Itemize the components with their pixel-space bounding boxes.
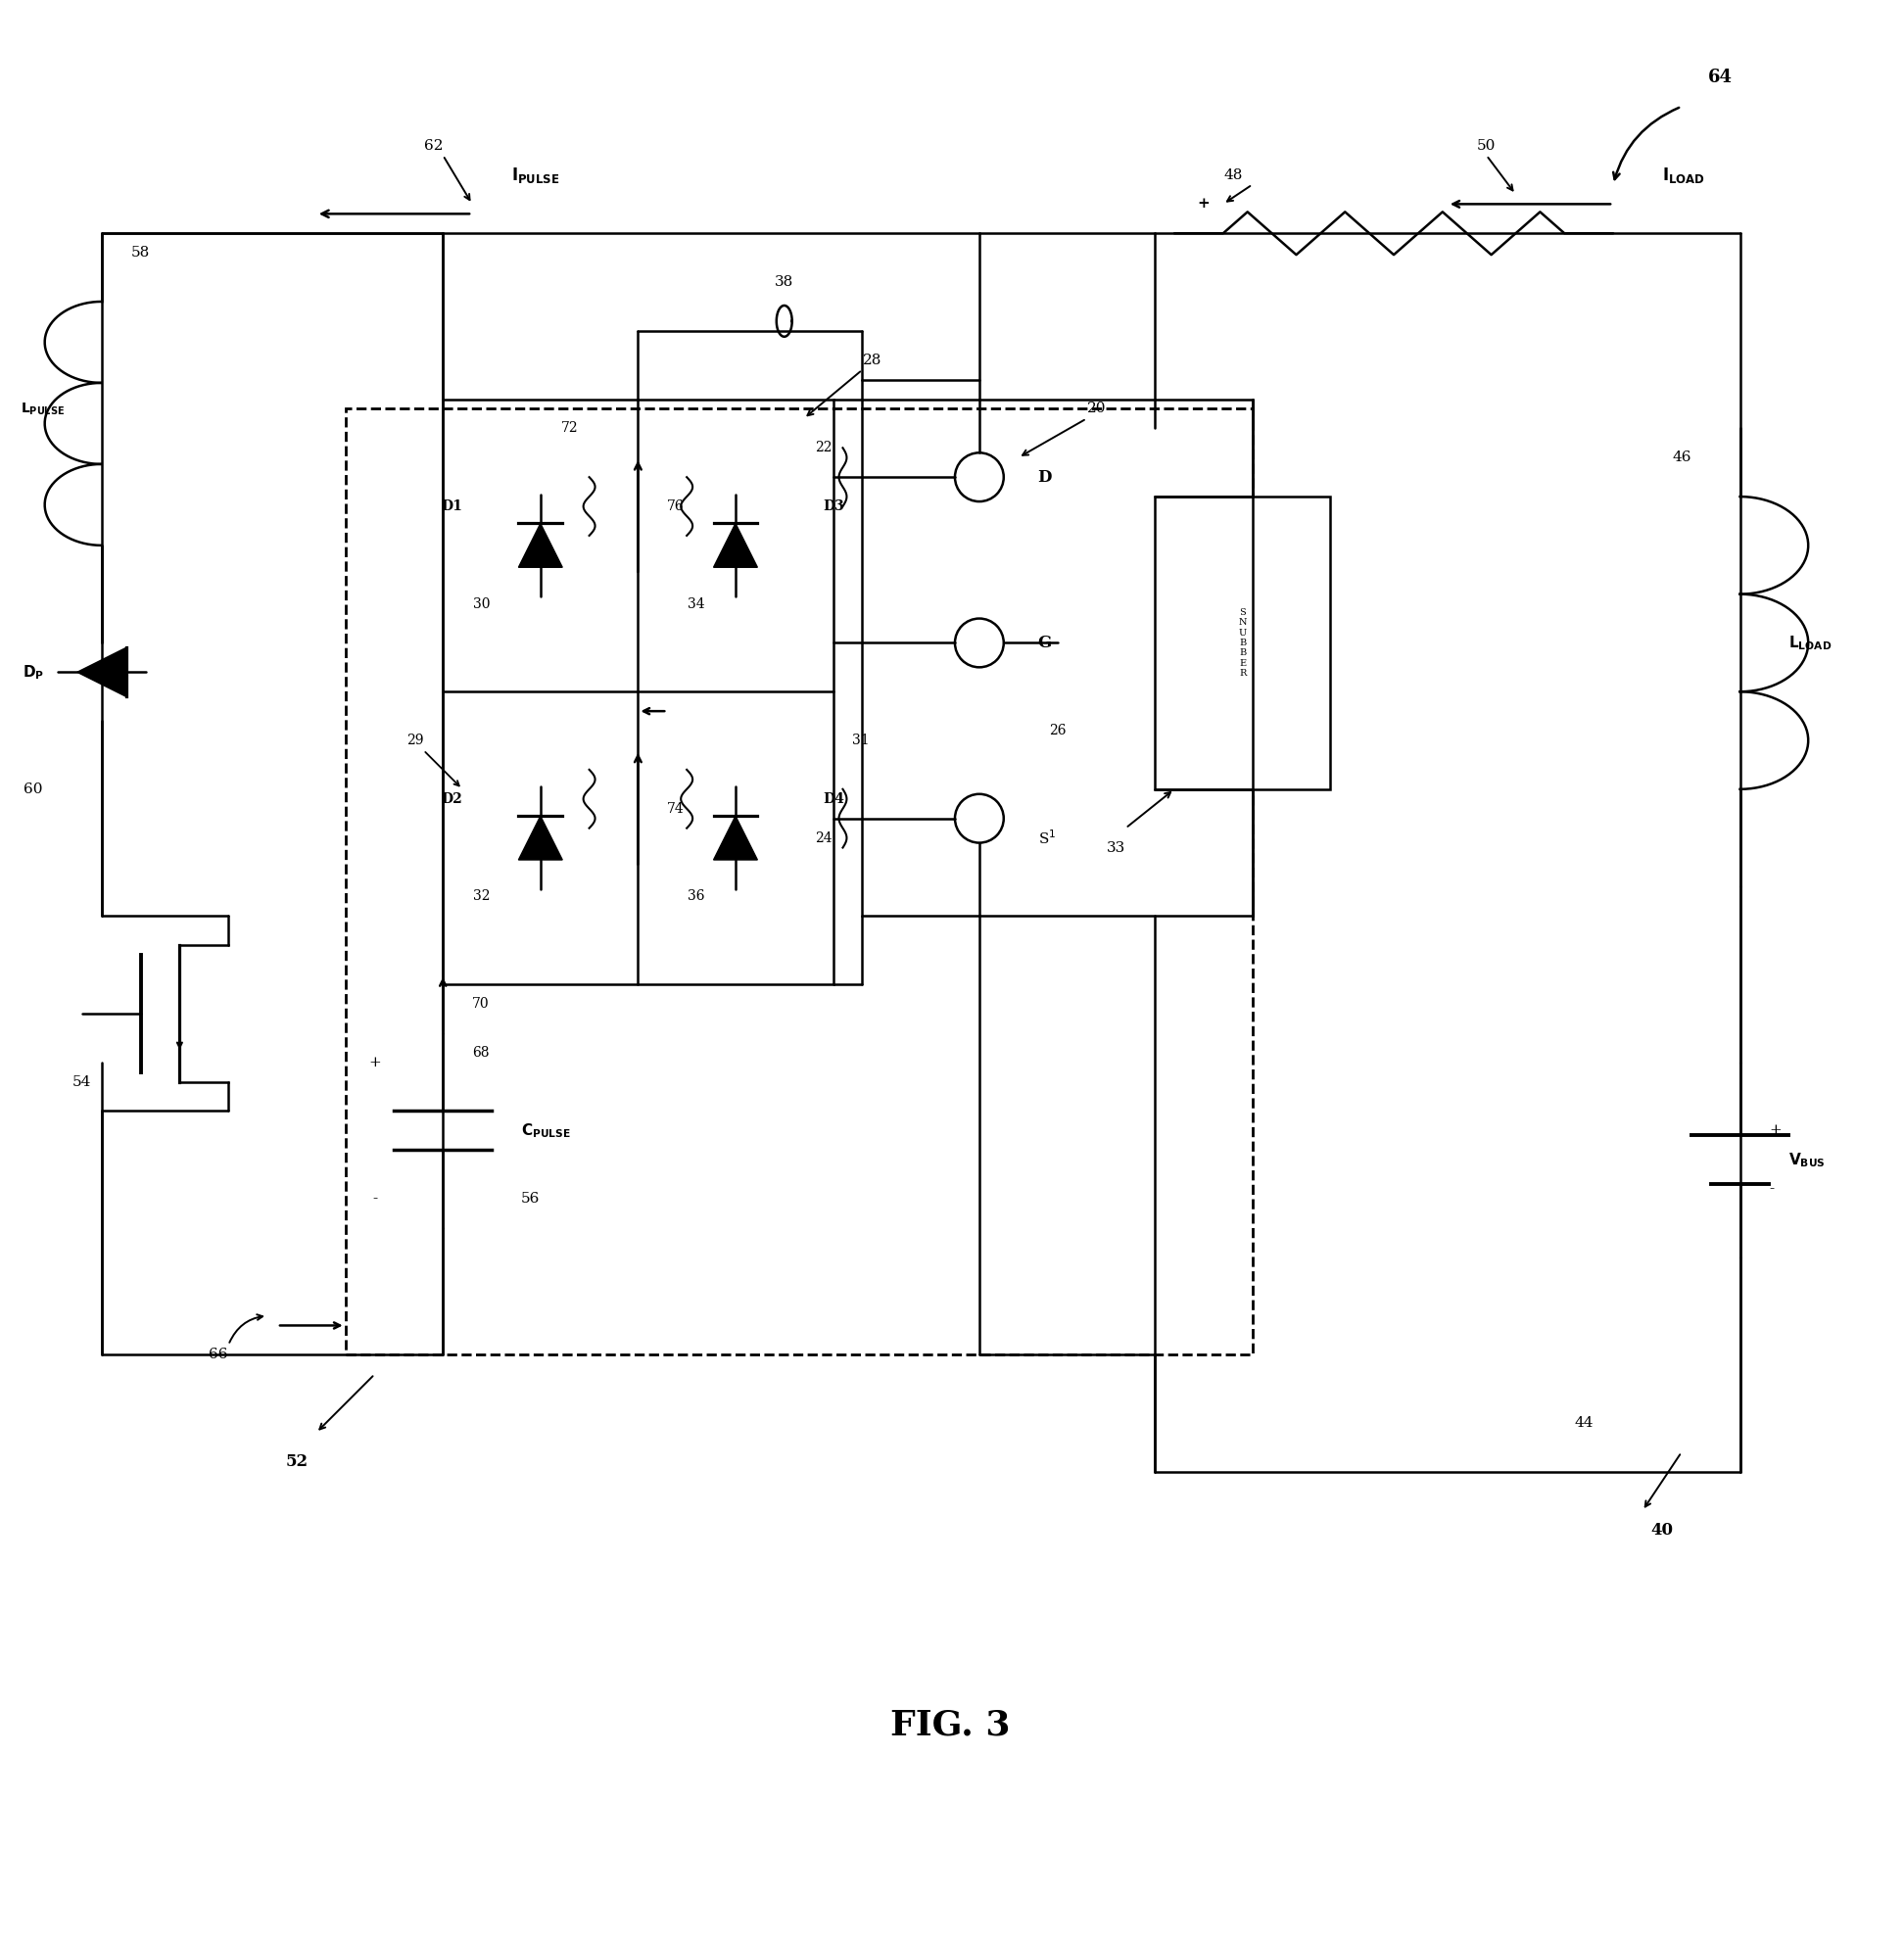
Text: 52: 52 bbox=[286, 1454, 308, 1470]
Text: $\mathbf{D_P}$: $\mathbf{D_P}$ bbox=[23, 663, 44, 680]
Text: 36: 36 bbox=[687, 890, 704, 904]
Polygon shape bbox=[518, 523, 562, 568]
Text: 56: 56 bbox=[522, 1192, 541, 1205]
Text: 70: 70 bbox=[472, 997, 489, 1011]
Text: FIG. 3: FIG. 3 bbox=[889, 1709, 1009, 1742]
Text: 34: 34 bbox=[687, 597, 704, 610]
Text: $\mathbf{L_{PULSE}}$: $\mathbf{L_{PULSE}}$ bbox=[21, 400, 65, 416]
Text: G: G bbox=[1038, 634, 1051, 651]
Text: 74: 74 bbox=[666, 801, 685, 816]
Text: D4: D4 bbox=[823, 791, 845, 805]
Bar bbox=[345, 408, 1253, 1355]
Text: 62: 62 bbox=[423, 138, 444, 152]
Polygon shape bbox=[714, 523, 758, 568]
Text: S$^1$: S$^1$ bbox=[1038, 828, 1055, 848]
Text: -: - bbox=[1769, 1182, 1775, 1196]
Text: +: + bbox=[367, 1056, 381, 1069]
Text: 66: 66 bbox=[209, 1347, 228, 1361]
Text: +: + bbox=[1769, 1124, 1782, 1137]
Text: +: + bbox=[1198, 196, 1209, 212]
Text: 20: 20 bbox=[1087, 402, 1106, 416]
Bar bbox=[1156, 496, 1331, 789]
Text: 24: 24 bbox=[815, 832, 832, 846]
Text: $\mathbf{L_{LOAD}}$: $\mathbf{L_{LOAD}}$ bbox=[1788, 634, 1832, 651]
Bar bbox=[444, 399, 834, 984]
Text: 76: 76 bbox=[666, 500, 685, 513]
Text: 72: 72 bbox=[562, 422, 579, 435]
Text: 44: 44 bbox=[1575, 1415, 1594, 1431]
Text: 28: 28 bbox=[863, 354, 882, 367]
Text: 48: 48 bbox=[1224, 167, 1241, 181]
Text: 30: 30 bbox=[474, 597, 491, 610]
Polygon shape bbox=[518, 816, 562, 859]
Text: 26: 26 bbox=[1049, 723, 1066, 737]
Polygon shape bbox=[714, 816, 758, 859]
Text: 64: 64 bbox=[1708, 68, 1733, 86]
Text: 32: 32 bbox=[474, 890, 491, 904]
Text: S
N
U
B
B
E
R: S N U B B E R bbox=[1238, 608, 1247, 678]
Text: 22: 22 bbox=[815, 441, 832, 455]
Text: $\mathbf{I_{LOAD}}$: $\mathbf{I_{LOAD}}$ bbox=[1662, 165, 1704, 185]
Text: 68: 68 bbox=[472, 1046, 489, 1059]
Bar bbox=[863, 399, 1253, 916]
Text: 54: 54 bbox=[72, 1075, 91, 1089]
Text: D1: D1 bbox=[442, 500, 463, 513]
Text: 40: 40 bbox=[1651, 1522, 1674, 1538]
Text: $\mathbf{I_{PULSE}}$: $\mathbf{I_{PULSE}}$ bbox=[510, 165, 560, 185]
Polygon shape bbox=[78, 647, 126, 696]
Text: $\mathbf{V_{BUS}}$: $\mathbf{V_{BUS}}$ bbox=[1788, 1151, 1826, 1168]
Text: 33: 33 bbox=[1106, 842, 1125, 855]
Text: 60: 60 bbox=[23, 781, 44, 795]
Text: 50: 50 bbox=[1478, 138, 1497, 152]
Text: 38: 38 bbox=[775, 276, 794, 290]
Text: 46: 46 bbox=[1672, 451, 1691, 465]
Text: 29: 29 bbox=[406, 733, 423, 746]
Text: -: - bbox=[371, 1192, 377, 1205]
Text: 31: 31 bbox=[853, 733, 870, 746]
Text: D3: D3 bbox=[823, 500, 845, 513]
Text: D2: D2 bbox=[442, 791, 463, 805]
Text: $\mathbf{C_{PULSE}}$: $\mathbf{C_{PULSE}}$ bbox=[522, 1122, 571, 1139]
Text: 58: 58 bbox=[131, 247, 150, 260]
Text: D: D bbox=[1038, 469, 1053, 486]
